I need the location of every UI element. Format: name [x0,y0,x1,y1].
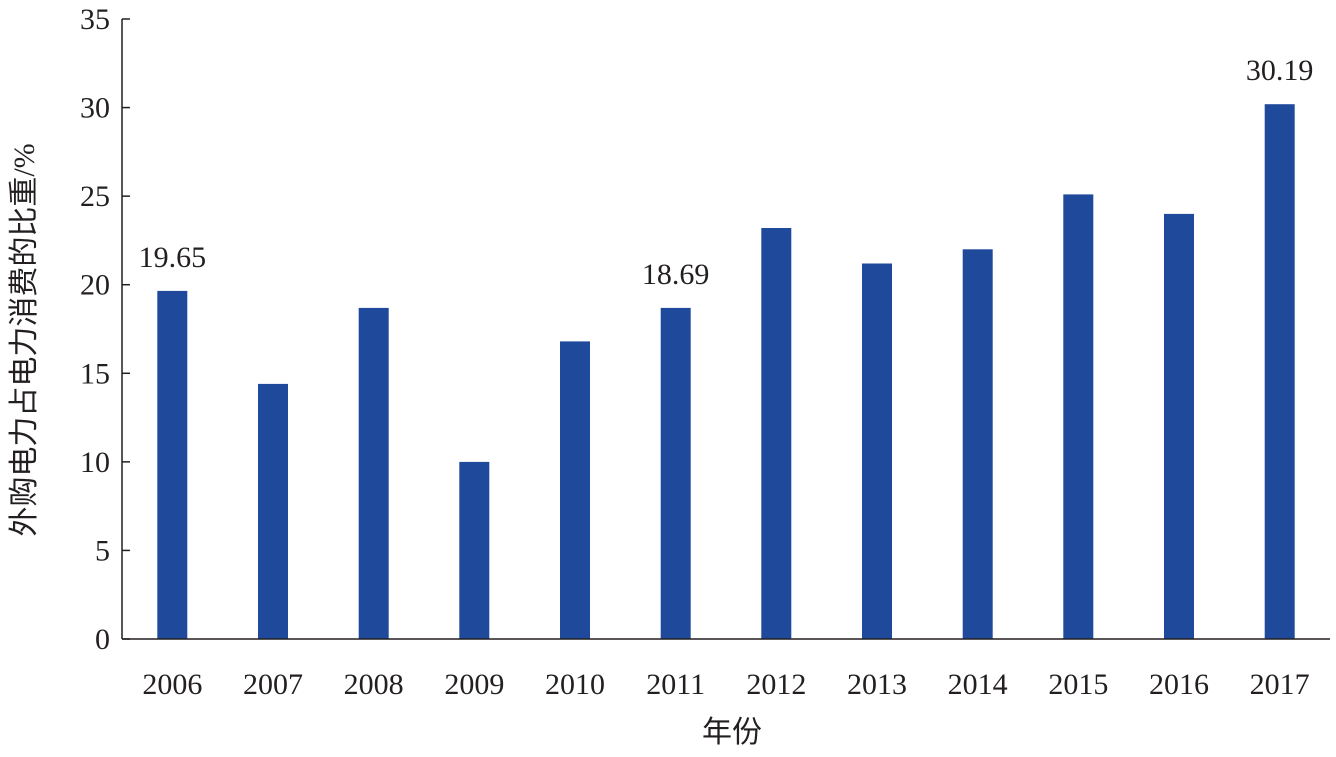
bars-layer [157,104,1295,640]
x-axis-title: 年份 [702,716,762,749]
y-tick-label: 35 [80,3,110,36]
bar-2016 [1164,213,1194,639]
axes-layer [121,18,1330,640]
bar-2012 [761,228,792,639]
bar-2010 [560,341,590,639]
x-tick-label: 2009 [444,668,504,701]
labels-layer: 0 5 10 15 20 25 30 35 2006 2007 2008 2009 2010 2011 20… [80,3,1313,701]
data-label: 30.19 [1246,54,1314,87]
bar-2013 [862,263,892,639]
bar-2017 [1264,104,1295,639]
bar-2007 [258,383,288,639]
x-tick-label: 2016 [1149,668,1209,701]
bar-2006 [157,290,188,639]
bar-2015 [1063,194,1094,639]
y-tick-label: 15 [80,357,110,390]
x-tick-label: 2011 [646,668,705,701]
x-tick-label: 2015 [1048,668,1108,701]
y-axis-title: 外购电力占电力消费的比重/% [8,143,41,536]
x-tick-label: 2010 [545,668,605,701]
y-tick-label: 0 [95,623,110,656]
data-label: 19.65 [139,241,207,274]
x-tick-label: 2013 [847,668,907,701]
y-tick-label: 20 [80,269,110,302]
y-tick-label: 5 [95,534,110,567]
bar-2009 [459,461,490,639]
data-label: 18.69 [642,258,710,291]
bar-2011 [660,307,691,639]
y-tick-label: 10 [80,446,110,479]
bar-2008 [358,307,389,639]
x-tick-label: 2014 [948,668,1008,701]
x-tick-label: 2017 [1250,668,1310,701]
y-tick-label: 30 [80,92,110,125]
x-tick-label: 2007 [243,668,303,701]
y-tick-label: 25 [80,180,110,213]
x-tick-label: 2012 [746,668,806,701]
bar-2014 [962,249,993,640]
x-tick-label: 2008 [344,668,404,701]
x-tick-label: 2006 [142,668,202,701]
